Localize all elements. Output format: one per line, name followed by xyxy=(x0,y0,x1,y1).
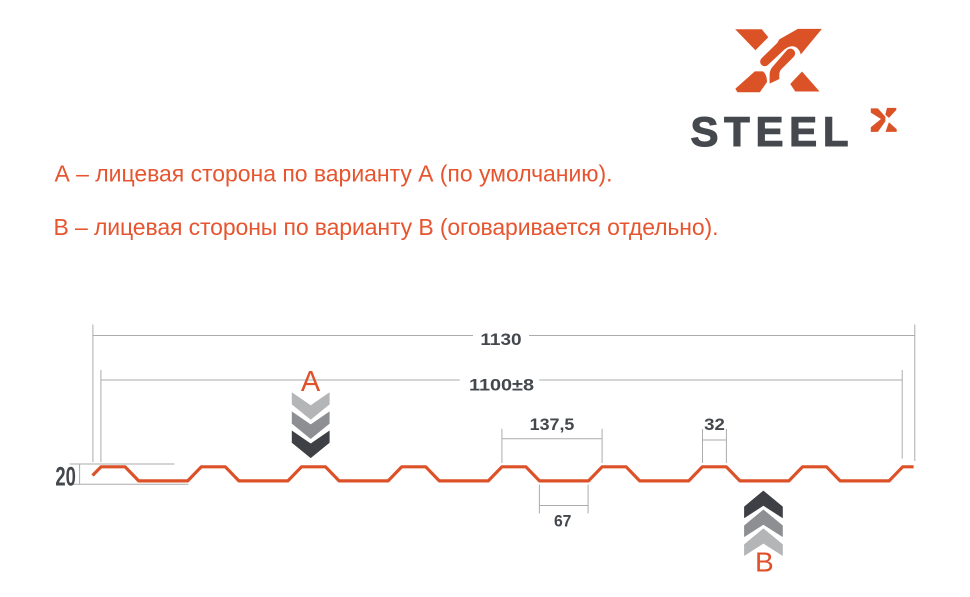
svg-text:A: A xyxy=(301,366,321,398)
svg-text:20: 20 xyxy=(55,462,76,492)
svg-text:А – лицевая сторона по вариант: А – лицевая сторона по варианту А (по ум… xyxy=(55,161,613,187)
svg-text:1100±8: 1100±8 xyxy=(469,375,534,394)
svg-text:137,5: 137,5 xyxy=(530,415,575,434)
svg-text:B: B xyxy=(755,546,774,577)
svg-text:STEEL: STEEL xyxy=(691,108,849,155)
svg-text:1130: 1130 xyxy=(480,330,521,349)
svg-text:32: 32 xyxy=(704,415,725,434)
svg-text:В – лицевая стороны по вариант: В – лицевая стороны по варианту В (огова… xyxy=(54,214,719,240)
svg-text:67: 67 xyxy=(554,511,572,530)
